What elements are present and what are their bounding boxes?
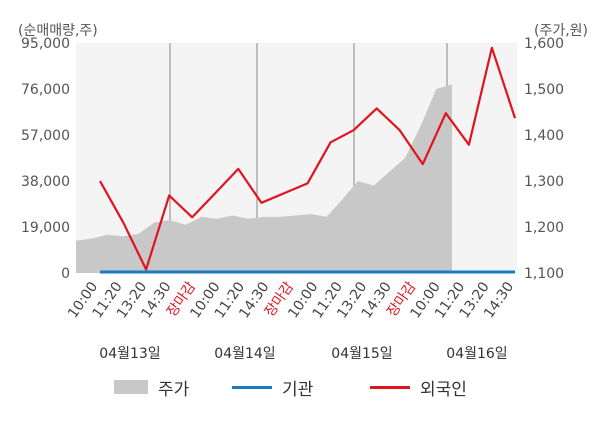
left-axis-unit-label: (순매매량,주) [18, 23, 98, 39]
y-left-tick-label: 57,000 [21, 128, 70, 144]
date-label: 04월14일 [214, 346, 275, 362]
legend-label-institution: 기관 [282, 379, 314, 400]
legend-item-institution: 기관 [232, 372, 313, 402]
date-label: 04월16일 [446, 346, 507, 362]
legend-label-foreign: 외국인 [420, 379, 467, 400]
chart-plot: 95,000 76,000 57,000 38,000 19,000 0 1,600 1,50… [21, 36, 564, 362]
y-left-tick-label: 0 [61, 266, 70, 282]
legend-item-price: 주가 [114, 372, 189, 402]
y-right-tick-label: 1,400 [524, 128, 564, 144]
y-right-tick-label: 1,500 [524, 82, 564, 98]
y-right-tick-label: 1,200 [524, 220, 564, 236]
y-left-tick-label: 38,000 [21, 174, 70, 190]
chart-legend: 주가 기관 외국인 [0, 372, 600, 402]
y-left-tick-label: 76,000 [21, 82, 70, 98]
legend-item-foreign: 외국인 [370, 372, 467, 402]
legend-swatch-institution [232, 385, 272, 389]
right-axis-unit-label: (주가,원) [533, 23, 588, 39]
date-label: 04월15일 [331, 346, 392, 362]
y-left-tick-label: 95,000 [21, 36, 70, 52]
legend-label-price: 주가 [158, 379, 190, 400]
y-right-tick-label: 1,600 [524, 36, 564, 52]
legend-swatch-foreign [370, 385, 410, 389]
price-area [76, 84, 452, 274]
legend-swatch-price [114, 380, 148, 394]
date-label: 04월13일 [99, 346, 160, 362]
y-left-tick-label: 19,000 [21, 220, 70, 236]
y-right-tick-label: 1,300 [524, 174, 564, 190]
foreign-series-line [99, 46, 517, 271]
y-right-tick-label: 1,100 [524, 266, 564, 282]
